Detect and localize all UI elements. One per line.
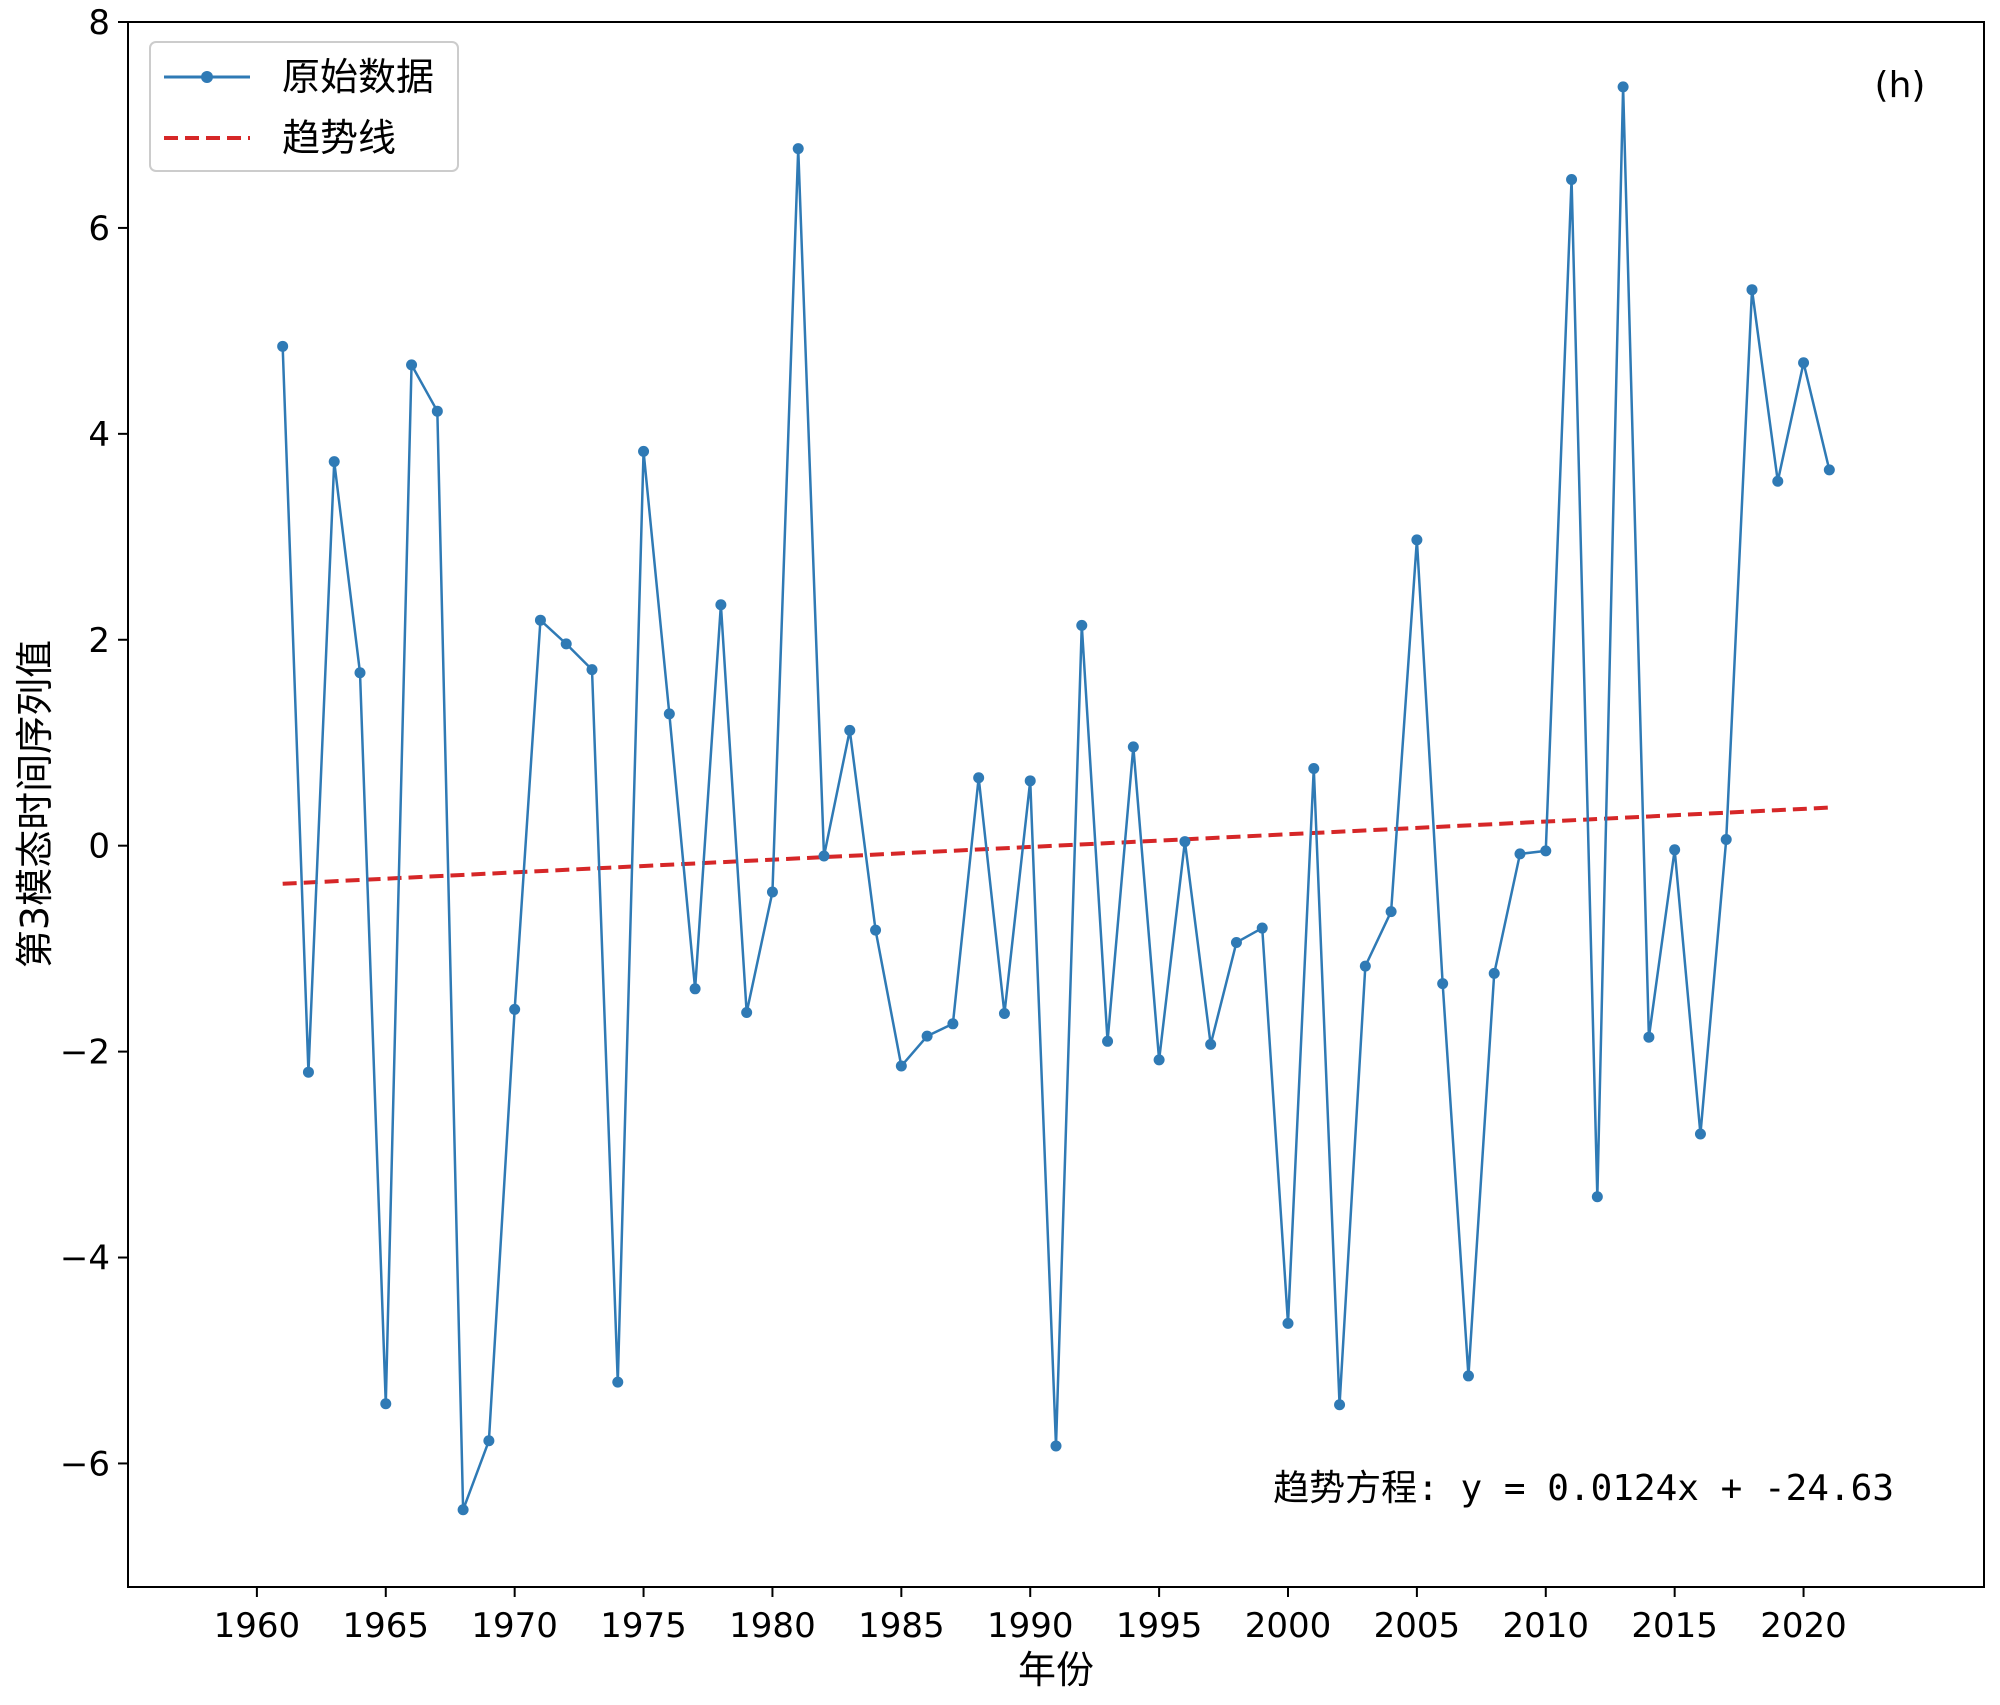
data-point xyxy=(947,1018,959,1030)
data-point xyxy=(1179,836,1191,848)
y-tick-label: −4 xyxy=(60,1239,110,1279)
x-tick-label: 2015 xyxy=(1631,1606,1718,1646)
data-point xyxy=(1359,960,1371,972)
x-tick-label: 2005 xyxy=(1374,1606,1461,1646)
data-point xyxy=(328,456,340,468)
data-point xyxy=(1669,844,1681,856)
data-point xyxy=(612,1376,624,1388)
data-point xyxy=(1772,475,1784,487)
data-point xyxy=(1462,1370,1474,1382)
data-point xyxy=(741,1006,753,1018)
x-axis: 1960 1965 1970 1975 1980 1985 1990 1995 2000 2005… xyxy=(214,1587,1847,1646)
y-axis-label: 第3模态时间序列值 xyxy=(13,640,57,968)
data-point xyxy=(1230,936,1242,948)
x-tick-label: 1990 xyxy=(987,1606,1074,1646)
data-point xyxy=(689,983,701,995)
y-tick-label: 8 xyxy=(88,3,110,43)
data-point xyxy=(1823,464,1835,476)
data-point xyxy=(1076,619,1088,631)
data-point xyxy=(973,772,985,784)
data-point xyxy=(818,850,830,862)
data-point xyxy=(509,1003,521,1015)
data-point xyxy=(638,445,650,457)
data-point xyxy=(1437,978,1449,990)
y-tick-label: 2 xyxy=(88,621,110,661)
series-layer xyxy=(277,81,1835,1516)
data-point xyxy=(277,340,289,352)
data-point xyxy=(406,359,418,371)
data-point xyxy=(663,708,675,720)
data-point xyxy=(1050,1440,1062,1452)
x-axis-label: 年份 xyxy=(1018,1648,1094,1692)
data-point xyxy=(1643,1031,1655,1043)
data-point xyxy=(431,405,443,417)
data-point xyxy=(1308,762,1320,774)
data-point xyxy=(998,1008,1010,1020)
x-tick-label: 1980 xyxy=(729,1606,816,1646)
data-point xyxy=(1591,1191,1603,1203)
data-point xyxy=(921,1030,933,1042)
data-point xyxy=(302,1066,314,1078)
x-tick-label: 2020 xyxy=(1760,1606,1847,1646)
data-point xyxy=(1798,357,1810,369)
x-tick-label: 2000 xyxy=(1245,1606,1332,1646)
plot-frame xyxy=(127,21,1985,1588)
data-point xyxy=(1411,534,1423,546)
data-point xyxy=(1256,922,1268,934)
x-tick-label: 1970 xyxy=(471,1606,558,1646)
series-line-original xyxy=(281,85,1831,1512)
data-point xyxy=(870,924,882,936)
data-point xyxy=(1024,775,1036,787)
data-point xyxy=(560,638,572,650)
data-point xyxy=(483,1435,495,1447)
y-tick-label: 6 xyxy=(88,209,110,249)
legend-marker-original xyxy=(201,71,213,83)
y-tick-label: 0 xyxy=(88,827,110,867)
data-point xyxy=(1566,174,1578,186)
data-point xyxy=(766,886,778,898)
trend-equation: 趋势方程: y = 0.0124x + -24.63 xyxy=(1273,1468,1894,1509)
x-tick-label: 1985 xyxy=(858,1606,945,1646)
y-axis: −6 −4 −2 0 2 4 6 8 xyxy=(60,3,128,1484)
data-point xyxy=(1488,967,1500,979)
data-point xyxy=(1694,1128,1706,1140)
data-point xyxy=(1102,1035,1114,1047)
data-point xyxy=(1617,81,1629,93)
legend-label-trend: 趋势线 xyxy=(282,116,396,160)
legend: 原始数据 趋势线 xyxy=(149,41,459,172)
data-point xyxy=(457,1504,469,1516)
panel-label: (h) xyxy=(1875,65,1926,106)
legend-label-original: 原始数据 xyxy=(282,55,434,99)
data-point xyxy=(354,667,366,679)
y-tick-label: 4 xyxy=(88,415,110,455)
data-point xyxy=(1153,1054,1165,1066)
x-tick-label: 1995 xyxy=(1116,1606,1203,1646)
data-point xyxy=(1334,1399,1346,1411)
x-tick-label: 1975 xyxy=(600,1606,687,1646)
y-tick-label: −6 xyxy=(60,1444,110,1484)
data-point xyxy=(1540,845,1552,857)
x-tick-label: 2010 xyxy=(1503,1606,1590,1646)
data-point xyxy=(380,1398,392,1410)
data-point xyxy=(1720,834,1732,846)
data-point xyxy=(1746,284,1758,296)
data-point xyxy=(844,724,856,736)
data-point xyxy=(586,664,598,676)
x-tick-label: 1960 xyxy=(214,1606,301,1646)
data-point xyxy=(895,1060,907,1072)
data-point xyxy=(792,143,804,155)
data-point xyxy=(1127,741,1139,753)
trend-line xyxy=(282,805,1830,886)
data-point xyxy=(1514,848,1526,860)
data-point xyxy=(1205,1038,1217,1050)
data-point xyxy=(1385,906,1397,918)
x-tick-label: 1965 xyxy=(343,1606,430,1646)
data-point xyxy=(715,599,727,611)
data-point xyxy=(1282,1317,1294,1329)
data-point xyxy=(534,614,546,626)
y-tick-label: −2 xyxy=(60,1033,110,1073)
